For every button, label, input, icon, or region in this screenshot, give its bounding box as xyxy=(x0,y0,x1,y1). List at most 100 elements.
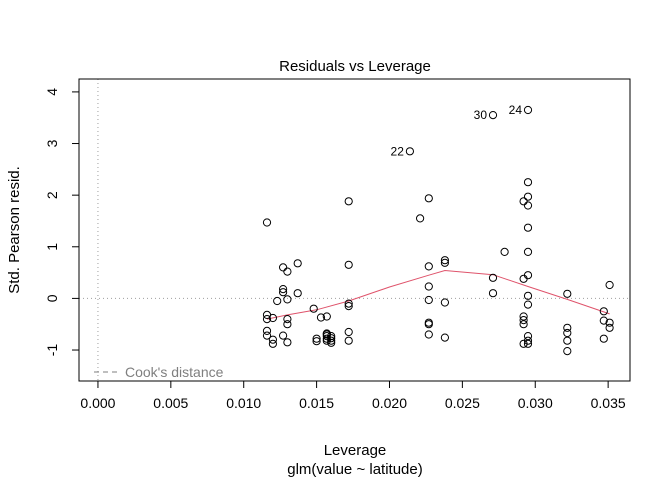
data-point xyxy=(344,197,353,206)
x-tick-label: 0.025 xyxy=(445,395,480,411)
data-point xyxy=(268,335,277,344)
data-point xyxy=(523,339,533,348)
data-point xyxy=(488,273,498,282)
x-tick-label: 0.005 xyxy=(153,395,188,411)
reference-lines xyxy=(79,79,630,381)
data-point xyxy=(523,223,533,232)
data-point xyxy=(322,332,331,341)
y-tick-label: -1 xyxy=(44,344,60,357)
data-point xyxy=(327,336,336,345)
data-point xyxy=(312,334,321,343)
data-point xyxy=(279,285,288,294)
data-point xyxy=(440,256,449,265)
data-point xyxy=(563,289,572,298)
outlier-point xyxy=(405,147,414,156)
data-point xyxy=(488,289,498,298)
data-point xyxy=(599,316,608,325)
data-point xyxy=(283,295,292,304)
data-point xyxy=(293,289,302,298)
data-point xyxy=(424,320,433,329)
data-point xyxy=(316,313,326,322)
data-point xyxy=(279,288,288,297)
data-point xyxy=(279,263,288,272)
data-point xyxy=(500,247,509,256)
plot-frame xyxy=(78,78,631,382)
data-point xyxy=(523,201,533,210)
data-point xyxy=(416,214,425,223)
outlier-point xyxy=(488,111,498,120)
data-point xyxy=(599,307,608,316)
x-tick-label: 0.030 xyxy=(518,395,553,411)
data-point xyxy=(424,330,433,339)
data-point xyxy=(309,304,318,313)
data-point xyxy=(519,197,528,206)
point-labels: 24 30 22 xyxy=(391,103,533,158)
smoother-line-group xyxy=(266,269,610,320)
data-point xyxy=(440,333,449,342)
data-point xyxy=(283,267,292,276)
data-point xyxy=(605,280,614,290)
data-point xyxy=(605,323,614,332)
data-point xyxy=(327,332,336,341)
data-point xyxy=(344,260,353,269)
data-point xyxy=(322,312,331,321)
data-point xyxy=(262,315,272,324)
outlier-point xyxy=(523,105,533,115)
data-point xyxy=(344,336,353,345)
y-tick-label: 0 xyxy=(44,294,60,302)
data-point xyxy=(344,327,353,337)
y-axis-title: Std. Pearson resid. xyxy=(6,166,23,294)
data-point xyxy=(327,338,336,347)
y-tick-label: 1 xyxy=(44,243,60,251)
data-point xyxy=(344,302,353,311)
data-point xyxy=(262,331,272,340)
outlier-label: 22 xyxy=(391,144,405,158)
data-point xyxy=(563,336,572,345)
data-point xyxy=(424,194,433,203)
data-point xyxy=(262,326,272,335)
x-tick-label: 0.035 xyxy=(591,395,626,411)
x-tick-label: 0.015 xyxy=(299,395,334,411)
data-point xyxy=(523,300,533,309)
data-point xyxy=(268,313,277,323)
data-point xyxy=(523,247,533,256)
data-point xyxy=(519,320,528,329)
data-point xyxy=(327,334,336,343)
data-point xyxy=(283,320,292,329)
data-point xyxy=(424,262,433,271)
data-point xyxy=(424,295,433,305)
data-point xyxy=(523,291,533,300)
data-point xyxy=(440,258,449,267)
legend-label: Cook's distance xyxy=(125,364,224,380)
y-tick-label: 2 xyxy=(44,191,60,199)
data-point xyxy=(523,192,533,201)
data-point xyxy=(519,316,528,325)
x-axis: 0.000 0.005 0.010 0.015 0.020 0.025 0.030 0.035 xyxy=(80,380,626,411)
data-point xyxy=(424,282,433,291)
data-point xyxy=(563,347,572,356)
data-point xyxy=(523,178,533,187)
data-point xyxy=(322,334,331,343)
data-point xyxy=(523,271,533,280)
data-point xyxy=(268,339,277,348)
y-tick-label: 3 xyxy=(44,139,60,147)
y-axis: -1 0 1 2 3 4 xyxy=(44,88,80,357)
x-tick-label: 0.010 xyxy=(226,395,261,411)
data-point xyxy=(262,218,272,227)
data-point xyxy=(440,298,449,307)
data-point xyxy=(279,331,288,340)
data-point xyxy=(283,315,292,324)
data-points xyxy=(262,178,614,356)
outlier-label: 30 xyxy=(474,108,488,122)
data-point xyxy=(599,334,608,343)
y-tick-label: 4 xyxy=(44,88,60,96)
smoother-line xyxy=(266,269,610,320)
data-point xyxy=(293,259,302,268)
x-axis-subtitle: glm(value ~ latitude) xyxy=(287,461,422,478)
outlier-label: 24 xyxy=(509,103,523,117)
x-tick-label: 0.020 xyxy=(372,395,407,411)
chart-title: Residuals vs Leverage xyxy=(279,58,431,75)
data-point xyxy=(563,323,572,332)
data-point xyxy=(605,318,614,327)
